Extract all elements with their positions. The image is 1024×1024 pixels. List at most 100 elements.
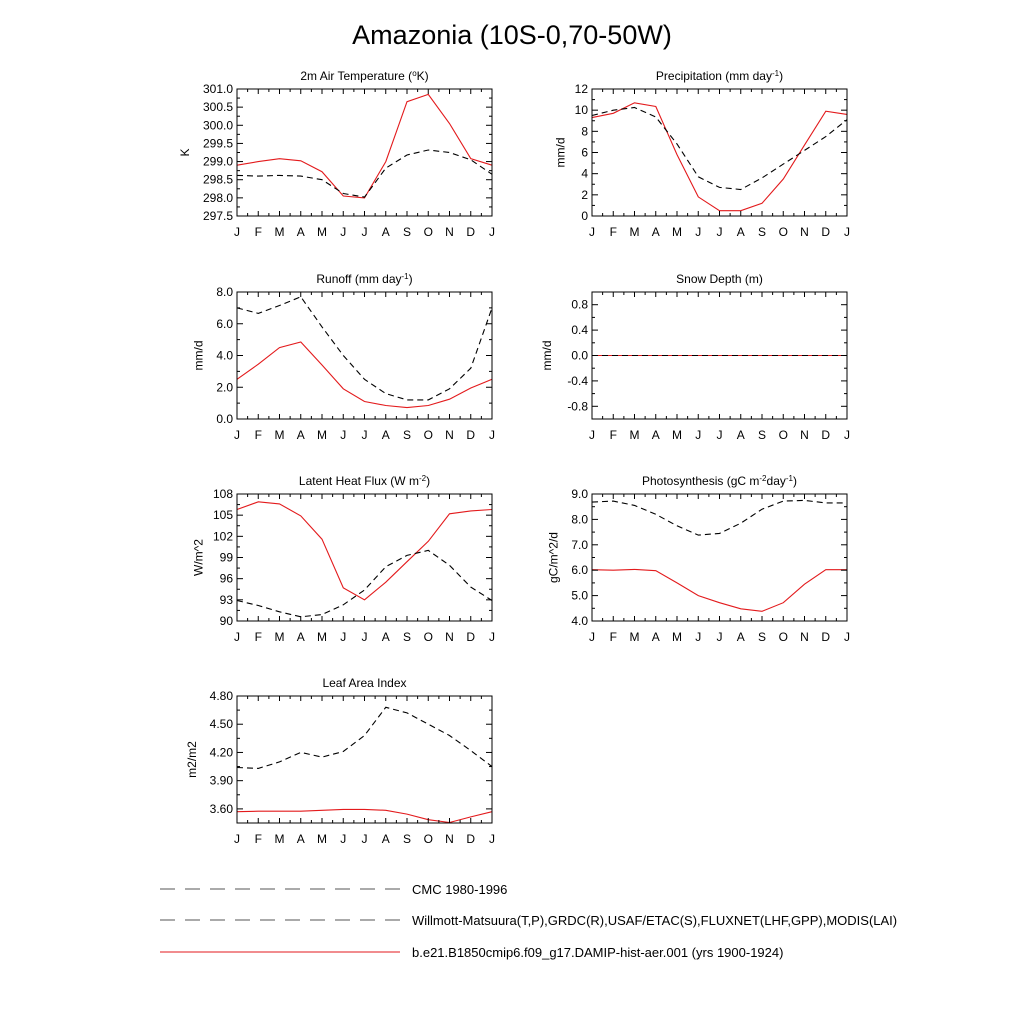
x-tick-label: N — [445, 832, 454, 846]
x-tick-label: A — [652, 630, 660, 644]
y-tick-label: 299.0 — [203, 155, 233, 169]
x-tick-label: O — [424, 428, 433, 442]
x-tick-label: O — [424, 832, 433, 846]
panel-title: Runoff (mm day-1) — [316, 272, 412, 287]
x-tick-label: S — [758, 630, 766, 644]
y-tick-label: -0.4 — [567, 374, 588, 388]
x-tick-label: N — [800, 225, 809, 239]
plot-frame — [236, 695, 493, 824]
model-line — [236, 341, 493, 409]
x-tick-label: M — [317, 832, 327, 846]
panel-1: Precipitation (mm day-1)J F M A M J J A S O N D J024… — [553, 69, 850, 240]
panel-title: Photosynthesis (gC m-2day-1) — [642, 474, 797, 489]
panel-2: Runoff (mm day-1)J F M A M J J A S O N D J0.02.04.06… — [192, 272, 495, 443]
x-tick-label: M — [630, 428, 640, 442]
x-tick-label: J — [589, 428, 595, 442]
x-tick-label: J — [844, 225, 850, 239]
panel-title: 2m Air Temperature (oK) — [300, 69, 428, 84]
y-tick-label: 3.90 — [210, 774, 234, 788]
x-tick-label: A — [297, 225, 305, 239]
y-tick-label: 90 — [220, 614, 234, 628]
y-tick-label: 108 — [213, 487, 233, 501]
x-tick-label: M — [317, 428, 327, 442]
y-tick-label: -0.8 — [567, 399, 588, 413]
x-tick-label: A — [652, 225, 660, 239]
x-tick-label: M — [275, 630, 285, 644]
y-tick-label: 105 — [213, 508, 233, 522]
x-tick-label: S — [758, 428, 766, 442]
y-tick-label: 96 — [220, 572, 234, 586]
y-tick-label: 6.0 — [216, 317, 233, 331]
x-tick-label: J — [844, 630, 850, 644]
x-tick-label: J — [340, 428, 346, 442]
x-tick-label: M — [275, 832, 285, 846]
x-tick-label: D — [466, 630, 475, 644]
panel-3: Snow Depth (m)J F M A M J J A S O N D J-0.8-0.40.00.… — [540, 272, 850, 442]
panel-title: Leaf Area Index — [322, 676, 406, 690]
y-tick-label: 4.80 — [210, 689, 234, 703]
y-axis-label: mm/d — [192, 341, 206, 371]
model-line — [236, 501, 493, 601]
x-tick-label: M — [672, 225, 682, 239]
x-tick-label: J — [340, 630, 346, 644]
y-tick-label: 2.0 — [216, 380, 233, 394]
y-tick-label: 7.0 — [571, 538, 588, 552]
y-tick-label: 6 — [581, 146, 588, 160]
x-tick-label: O — [779, 428, 788, 442]
y-tick-label: 5.0 — [571, 589, 588, 603]
x-tick-label: J — [489, 630, 495, 644]
x-tick-label: A — [297, 428, 305, 442]
x-tick-label: J — [489, 832, 495, 846]
y-tick-label: 4.50 — [210, 717, 234, 731]
x-tick-label: O — [779, 225, 788, 239]
y-tick-label: 4.20 — [210, 745, 234, 759]
x-tick-label: S — [758, 225, 766, 239]
y-tick-label: 8 — [581, 124, 588, 138]
x-tick-label: D — [466, 428, 475, 442]
x-tick-label: A — [297, 630, 305, 644]
x-tick-label: F — [255, 832, 262, 846]
y-tick-label: 301.0 — [203, 82, 233, 96]
y-tick-label: 10 — [575, 103, 589, 117]
x-tick-label: F — [610, 630, 617, 644]
y-axis-label: mm/d — [553, 138, 567, 168]
y-tick-label: 93 — [220, 593, 234, 607]
x-tick-label: J — [234, 225, 240, 239]
x-tick-label: F — [255, 428, 262, 442]
model-line — [236, 93, 493, 199]
y-tick-label: 99 — [220, 551, 234, 565]
obs-line — [236, 149, 493, 198]
x-tick-label: J — [589, 225, 595, 239]
x-tick-label: A — [737, 225, 745, 239]
x-tick-label: N — [445, 630, 454, 644]
x-tick-label: M — [317, 630, 327, 644]
y-tick-label: 299.5 — [203, 136, 233, 150]
plot-frame — [591, 493, 848, 622]
panel-0: 2m Air Temperature (oK)J F M A M J J A S O N D J297.… — [178, 69, 495, 240]
figure-title: Amazonia (10S-0,70-50W) — [352, 20, 672, 50]
x-tick-label: D — [821, 630, 830, 644]
panels: 2m Air Temperature (oK)J F M A M J J A S O N D J297.… — [178, 69, 850, 847]
obs-line — [591, 106, 848, 191]
y-tick-label: 12 — [575, 82, 589, 96]
y-tick-label: 4.0 — [571, 614, 588, 628]
x-tick-label: N — [445, 428, 454, 442]
x-tick-label: M — [317, 225, 327, 239]
y-tick-label: 9.0 — [571, 487, 588, 501]
y-tick-label: 8.0 — [571, 512, 588, 526]
x-tick-label: A — [652, 428, 660, 442]
x-tick-label: A — [737, 428, 745, 442]
x-tick-label: A — [737, 630, 745, 644]
x-tick-label: F — [255, 225, 262, 239]
x-tick-label: A — [382, 225, 390, 239]
y-tick-label: 4 — [581, 167, 588, 181]
obs-line — [236, 706, 493, 769]
x-tick-label: J — [362, 630, 368, 644]
y-axis-label: K — [178, 148, 192, 156]
y-tick-label: 0.4 — [571, 323, 588, 337]
x-tick-label: J — [234, 428, 240, 442]
x-tick-label: M — [275, 225, 285, 239]
x-tick-label: S — [403, 832, 411, 846]
y-tick-label: 8.0 — [216, 285, 233, 299]
